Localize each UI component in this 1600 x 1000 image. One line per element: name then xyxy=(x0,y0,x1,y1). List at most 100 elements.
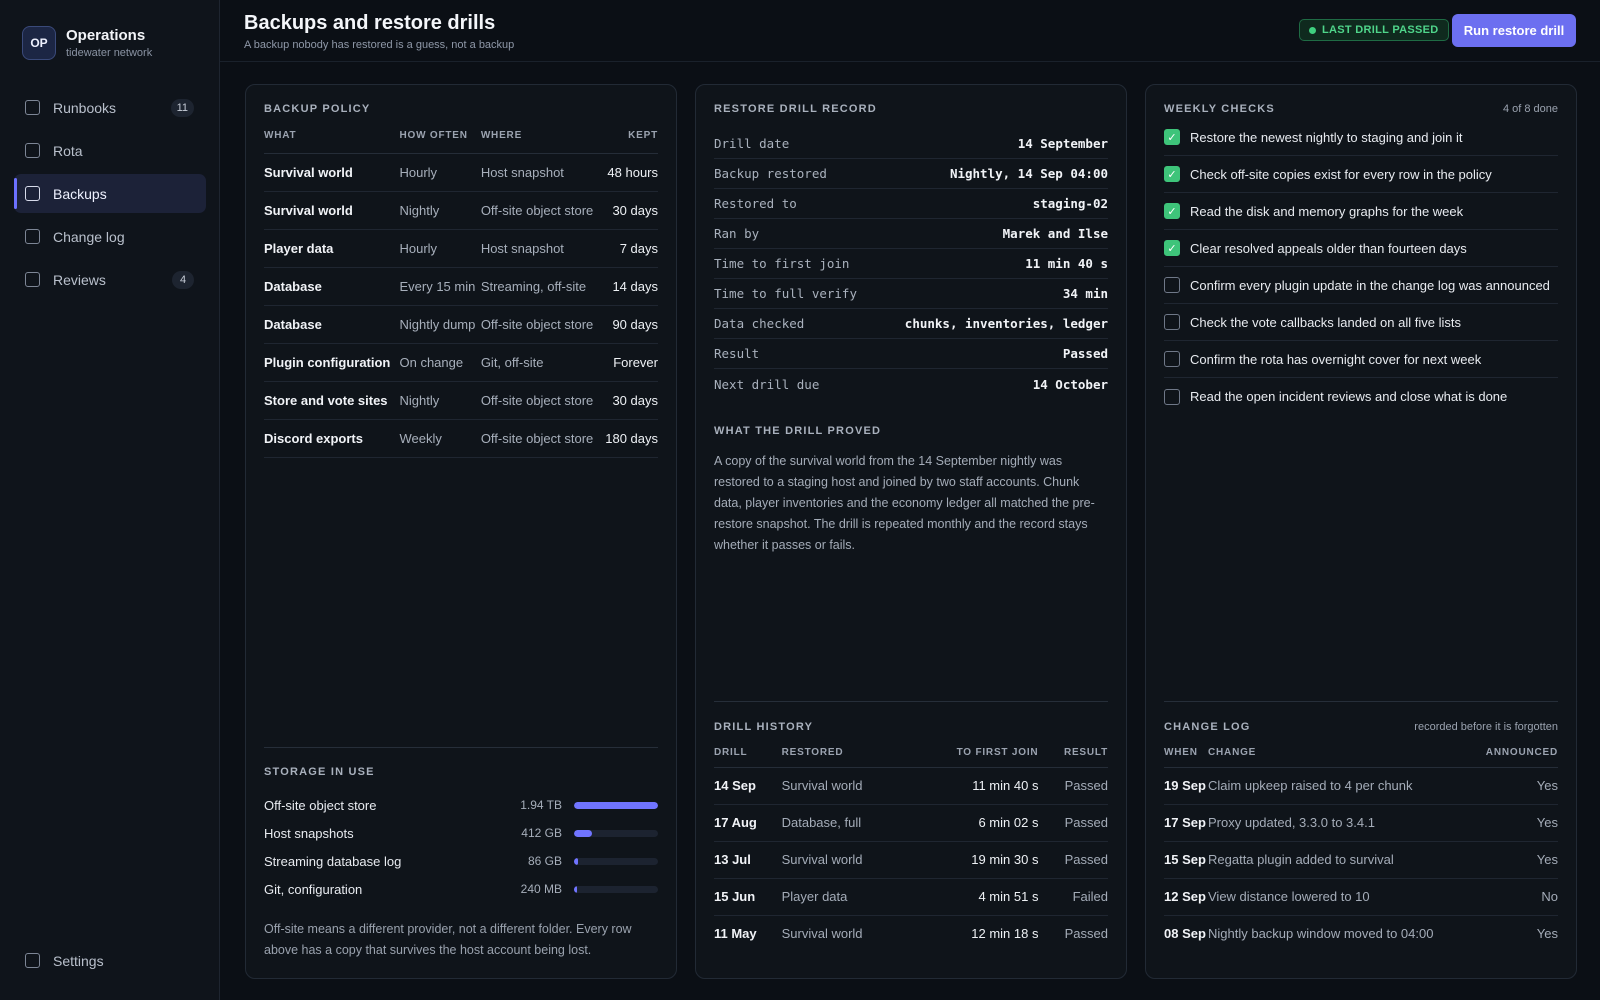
result-status: Passed xyxy=(1064,926,1108,942)
table-row: Database Nightly dump Off-site object stor… xyxy=(264,305,658,344)
drill-history-table: DRILL RESTORED TO FIRST JOIN RESULT 14 Sep S… xyxy=(714,739,1108,952)
table-row: Store and vote sites Nightly Off-site obje… xyxy=(264,381,658,420)
check-item[interactable]: Confirm the rota has overnight cover for… xyxy=(1164,341,1558,378)
table-cell: Database, full xyxy=(781,804,910,842)
record-value: Marek and Ilse xyxy=(1002,226,1108,241)
brand-title: Operations xyxy=(66,27,146,44)
sidebar-item-rota[interactable]: Rota xyxy=(14,131,206,170)
table-cell: 15 Sep xyxy=(1164,841,1208,879)
check-label: Confirm every plugin update in the chang… xyxy=(1190,277,1550,293)
table-cell: Player data xyxy=(264,229,400,268)
table-row: Player data Hourly Host snapshot 7 days xyxy=(264,229,658,268)
table-cell: Nightly dump xyxy=(399,305,481,344)
check-label: Clear resolved appeals older than fourte… xyxy=(1190,240,1467,256)
backup-policy-table: WHAT HOW OFTEN WHERE KEPT Survival world Hou… xyxy=(264,123,658,458)
check-item[interactable]: Confirm every plugin update in the chang… xyxy=(1164,267,1558,304)
divider xyxy=(714,701,1108,702)
table-cell: 14 days xyxy=(601,267,658,306)
table-row: Plugin configuration On change Git, off-si… xyxy=(264,343,658,382)
settings-icon xyxy=(25,953,40,968)
check-label: Confirm the rota has overnight cover for… xyxy=(1190,351,1482,367)
sidebar-item-settings[interactable]: Settings xyxy=(14,941,206,980)
reviews-icon xyxy=(25,272,40,287)
storage-bar xyxy=(574,885,658,893)
sidebar-item-label: Change log xyxy=(53,228,125,245)
storage-label: Streaming database log xyxy=(264,853,402,869)
announced-status: No xyxy=(1473,878,1558,916)
table-cell: 13 Jul xyxy=(714,841,782,879)
table-cell: 48 hours xyxy=(601,153,658,192)
result-status: Passed xyxy=(1038,767,1108,805)
checkbox[interactable]: ✓ xyxy=(1164,240,1180,256)
checkbox[interactable]: ✓ xyxy=(1164,203,1180,219)
table-cell: Off-site object store xyxy=(480,381,602,420)
checkbox[interactable] xyxy=(1164,277,1180,293)
table-cell: 14 Sep xyxy=(714,767,782,805)
table-row: 08 Sep Nightly backup window moved to 04:… xyxy=(1164,915,1558,952)
table-cell: Claim upkeep raised to 4 per chunk xyxy=(1208,767,1474,805)
record-key: Time to first join xyxy=(714,256,850,271)
table-row: 15 Sep Regatta plugin added to survival Ye… xyxy=(1164,841,1558,879)
sidebar-item-backups[interactable]: Backups xyxy=(14,174,206,213)
record-value: 11 min 40 s xyxy=(1025,256,1108,271)
table-row: 11 May Survival world 12 min 18 s Passed xyxy=(714,915,1108,952)
table-cell: Survival world xyxy=(781,767,910,805)
storage-bar-fill xyxy=(574,829,592,837)
sidebar-item-runbooks[interactable]: Runbooks 11 xyxy=(14,88,206,127)
section-title: WHAT THE DRILL PROVED xyxy=(714,425,882,437)
column-header: KEPT xyxy=(601,123,658,154)
table-cell: Every 15 min xyxy=(399,267,481,306)
table-cell: Database xyxy=(264,305,400,344)
table-cell: Nightly xyxy=(399,191,481,230)
change-log-table: WHEN CHANGE ANNOUNCED 19 Sep Claim upkeep r… xyxy=(1164,739,1558,952)
table-cell: Weekly xyxy=(399,419,481,458)
table-cell: Off-site object store xyxy=(480,305,602,344)
checkbox[interactable] xyxy=(1164,388,1180,405)
divider xyxy=(1164,701,1558,702)
table-cell: Database xyxy=(264,267,400,306)
table-cell: 19 min 30 s xyxy=(909,841,1039,879)
rota-icon xyxy=(25,143,40,158)
brand-logo: OP xyxy=(22,26,56,60)
column-header: CHANGE xyxy=(1208,739,1474,768)
weekly-checks-list: ✓ Restore the newest nightly to staging a… xyxy=(1164,119,1558,415)
check-label: Read the open incident reviews and close… xyxy=(1190,389,1508,404)
sidebar-item-reviews[interactable]: Reviews 4 xyxy=(14,260,206,299)
table-cell: Hourly xyxy=(399,153,481,192)
backups-icon xyxy=(25,186,40,201)
count-badge: 11 xyxy=(170,98,194,117)
checks-progress: 4 of 8 done xyxy=(1502,103,1558,115)
checkbox[interactable]: ✓ xyxy=(1164,166,1180,182)
drill-proved-text: A copy of the survival world from the 14… xyxy=(714,454,1095,552)
table-row: 13 Jul Survival world 19 min 30 s Passed xyxy=(714,841,1108,879)
brand-subtitle: tidewater network xyxy=(66,47,153,59)
table-cell: Survival world xyxy=(781,841,910,879)
table-cell: Proxy updated, 3.3.0 to 3.4.1 xyxy=(1208,804,1474,842)
announced-status: Yes xyxy=(1536,926,1558,942)
check-item[interactable]: ✓ Read the disk and memory graphs for the… xyxy=(1164,193,1558,230)
record-row: Time to first join 11 min 40 s xyxy=(714,249,1108,279)
checkbox[interactable] xyxy=(1164,314,1180,330)
check-item[interactable]: ✓ Clear resolved appeals older than fourt… xyxy=(1164,230,1558,267)
record-value: 14 October xyxy=(1032,376,1108,392)
section-title: BACKUP POLICY xyxy=(264,103,371,115)
table-cell: Off-site object store xyxy=(480,419,602,458)
page-title: Backups and restore drills xyxy=(244,12,496,34)
sidebar-item-change-log[interactable]: Change log xyxy=(14,217,206,256)
checkbox[interactable]: ✓ xyxy=(1164,129,1180,145)
record-row: Drill date 14 September xyxy=(714,129,1108,159)
result-status: Failed xyxy=(1038,878,1108,916)
brand[interactable]: OP Operations tidewater network xyxy=(22,26,152,60)
run-restore-drill-button[interactable]: Run restore drill xyxy=(1452,14,1576,47)
table-cell: Hourly xyxy=(399,229,481,268)
check-item[interactable]: ✓ Check off-site copies exist for every r… xyxy=(1164,156,1558,193)
check-item[interactable]: Read the open incident reviews and close… xyxy=(1164,378,1558,415)
page-subtitle: A backup nobody has restored is a guess,… xyxy=(244,39,515,51)
storage-label: Git, configuration xyxy=(264,881,363,897)
table-cell: 12 Sep xyxy=(1164,878,1208,916)
change-log-icon xyxy=(25,229,40,244)
check-item[interactable]: Check the vote callbacks landed on all f… xyxy=(1164,304,1558,341)
checkbox[interactable] xyxy=(1164,351,1180,367)
check-item[interactable]: ✓ Restore the newest nightly to staging a… xyxy=(1164,119,1558,156)
storage-list: Off-site object store 1.94 TB Host snapsho… xyxy=(264,791,658,903)
